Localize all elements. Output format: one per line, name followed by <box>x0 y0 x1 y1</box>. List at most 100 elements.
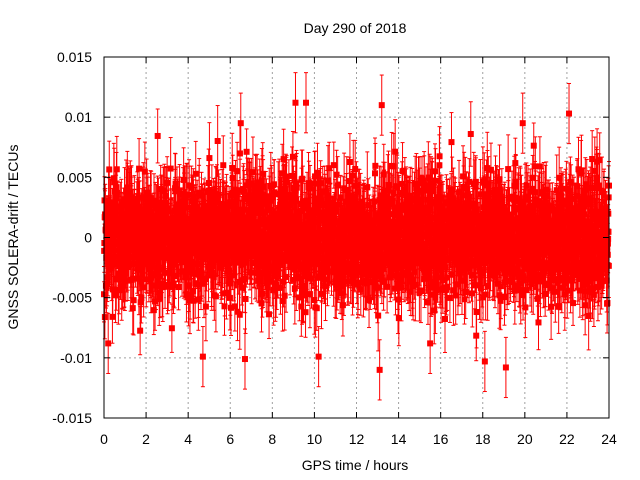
data-point <box>255 277 262 284</box>
data-point <box>266 311 273 318</box>
data-point <box>164 179 171 186</box>
data-point <box>121 196 128 203</box>
data-point <box>312 173 319 180</box>
data-point <box>212 293 219 300</box>
data-point <box>296 294 303 301</box>
data-point <box>285 192 292 199</box>
data-point <box>308 275 315 282</box>
data-point <box>302 309 309 316</box>
data-point <box>210 274 217 281</box>
data-point <box>242 295 249 302</box>
data-point <box>198 192 205 199</box>
data-point <box>230 272 237 279</box>
data-point <box>135 275 142 282</box>
data-point <box>154 203 161 210</box>
data-point <box>190 297 197 304</box>
data-point <box>159 284 166 291</box>
data-point <box>279 170 286 177</box>
data-point <box>271 189 278 196</box>
data-point <box>180 225 187 232</box>
data-point <box>130 297 137 304</box>
data-point <box>251 208 258 215</box>
data-point <box>188 219 195 226</box>
data-point <box>295 212 302 219</box>
data-point <box>280 190 287 197</box>
data-point <box>113 276 120 283</box>
data-point <box>110 204 117 211</box>
data-point <box>304 197 311 204</box>
data-point <box>161 187 168 194</box>
data-point <box>173 186 180 193</box>
data-point <box>200 280 207 287</box>
data-point <box>292 194 299 201</box>
data-point <box>120 211 127 218</box>
data-point <box>248 180 255 187</box>
data-point <box>122 270 129 277</box>
data-point <box>170 237 177 244</box>
data-point <box>186 191 193 198</box>
data-point <box>300 292 307 299</box>
data-point <box>265 243 272 250</box>
data-point <box>150 307 157 314</box>
data-point <box>130 239 137 246</box>
data-point <box>259 290 266 297</box>
data-point <box>150 271 157 278</box>
chart-data-layer <box>101 72 612 401</box>
data-point <box>144 234 151 241</box>
data-point <box>283 273 290 280</box>
data-point <box>239 284 246 291</box>
data-point <box>312 209 319 216</box>
data-point <box>188 184 195 191</box>
data-point <box>127 189 134 196</box>
data-point <box>170 280 177 287</box>
data-point <box>313 305 320 312</box>
data-point <box>249 200 256 207</box>
data-point <box>306 291 313 298</box>
data-point <box>219 260 226 267</box>
data-point <box>176 191 183 198</box>
data-point <box>270 287 277 294</box>
data-point <box>113 189 120 196</box>
data-point <box>267 183 274 190</box>
data-point <box>106 166 113 173</box>
data-point <box>253 270 260 277</box>
data-point <box>214 138 221 145</box>
data-point <box>297 266 304 273</box>
data-point <box>140 284 147 291</box>
data-point <box>190 287 197 294</box>
data-point <box>304 265 311 272</box>
data-point <box>210 202 217 209</box>
data-point <box>143 189 150 196</box>
data-point <box>104 274 111 281</box>
data-point <box>117 262 124 269</box>
data-point <box>299 198 306 205</box>
data-point <box>141 207 148 214</box>
data-point <box>266 254 273 261</box>
data-point <box>208 192 215 199</box>
data-point <box>147 195 154 202</box>
data-point <box>109 313 116 320</box>
data-point <box>167 165 174 172</box>
data-point <box>263 200 270 207</box>
data-point <box>128 260 135 267</box>
data-point <box>268 197 275 204</box>
data-point <box>292 228 299 235</box>
data-point <box>192 170 199 177</box>
data-point <box>247 196 254 203</box>
data-point <box>224 262 231 269</box>
data-point <box>136 224 143 231</box>
data-point <box>137 327 144 334</box>
data-point <box>258 177 265 184</box>
data-point <box>266 206 273 213</box>
data-point <box>195 267 202 274</box>
data-point <box>214 214 221 221</box>
data-point <box>152 282 159 289</box>
data-point <box>124 264 131 271</box>
data-point <box>243 259 250 266</box>
data-point <box>221 216 228 223</box>
data-point <box>289 172 296 179</box>
data-point <box>145 214 152 221</box>
data-point <box>249 169 256 176</box>
data-point <box>127 254 134 261</box>
